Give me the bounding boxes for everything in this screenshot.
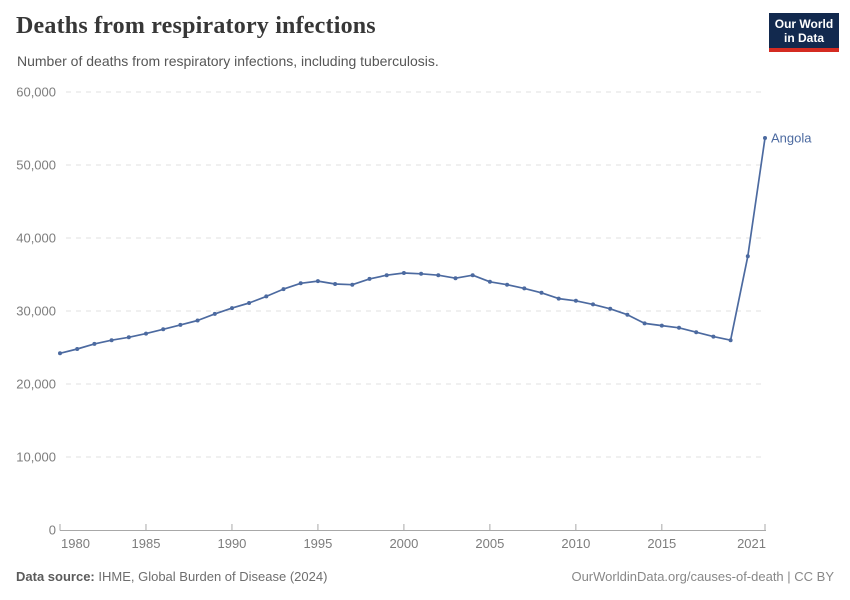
x-axis-tick-label: 1995: [303, 536, 332, 551]
data-point-marker[interactable]: [315, 279, 320, 284]
data-point-marker[interactable]: [591, 302, 595, 307]
data-point-marker[interactable]: [505, 282, 510, 287]
x-axis-tick-label: 2000: [389, 536, 418, 551]
data-point-marker[interactable]: [58, 351, 62, 356]
chart-line-angola[interactable]: [59, 137, 766, 355]
data-point-marker[interactable]: [144, 331, 148, 336]
data-point-marker[interactable]: [487, 279, 492, 284]
y-axis-tick-label: 10,000: [16, 450, 56, 465]
y-axis-tick-label: 30,000: [16, 304, 56, 319]
data-point-marker[interactable]: [470, 273, 475, 278]
data-point-marker[interactable]: [556, 296, 561, 301]
y-axis-tick-label: 40,000: [16, 231, 56, 246]
data-point-marker[interactable]: [75, 347, 80, 351]
data-point-marker[interactable]: [230, 306, 234, 311]
data-point-marker[interactable]: [745, 254, 750, 259]
data-point-marker[interactable]: [178, 322, 183, 327]
data-point-marker[interactable]: [126, 335, 131, 340]
data-point-marker[interactable]: [350, 282, 355, 287]
data-point-marker[interactable]: [642, 321, 647, 326]
data-point-marker[interactable]: [608, 306, 613, 311]
data-point-marker[interactable]: [247, 301, 252, 305]
data-point-marker[interactable]: [281, 287, 286, 292]
data-point-marker[interactable]: [522, 286, 527, 291]
chart-footer: Data source: IHME, Global Burden of Dise…: [16, 569, 834, 584]
owid-logo-line1: Our World: [774, 17, 834, 31]
data-point-marker[interactable]: [677, 325, 681, 330]
data-point-marker[interactable]: [625, 312, 630, 317]
y-axis-tick-label: 20,000: [16, 377, 56, 392]
x-axis-tick-label: 1985: [132, 536, 161, 551]
y-axis-tick-label: 60,000: [16, 85, 56, 100]
data-source-value: IHME, Global Burden of Disease (2024): [94, 569, 328, 584]
owid-logo-line2: in Data: [783, 31, 824, 45]
data-point-marker[interactable]: [195, 318, 200, 323]
line-chart[interactable]: 0 10,000 20,000 30,000 40,000 50,000 60,000 198…: [0, 80, 850, 570]
x-axis-tick-label: 1980: [61, 536, 90, 551]
chart-subtitle: Number of deaths from respiratory infect…: [17, 53, 439, 69]
data-source-label: Data source:: [16, 569, 95, 584]
data-point-marker[interactable]: [333, 282, 338, 286]
entity-label-angola[interactable]: Angola: [771, 131, 812, 146]
data-point-marker[interactable]: [298, 281, 303, 286]
data-point-marker[interactable]: [92, 341, 97, 346]
page-title: Deaths from respiratory infections: [16, 13, 376, 39]
data-point-marker[interactable]: [763, 136, 767, 140]
owid-logo[interactable]: Our World in Data: [769, 13, 839, 52]
data-point-marker[interactable]: [367, 276, 372, 281]
data-point-marker[interactable]: [161, 327, 166, 332]
data-point-marker[interactable]: [109, 338, 114, 343]
credit-link[interactable]: OurWorldinData.org/causes-of-death | CC …: [571, 569, 834, 584]
x-axis-tick-label: 2015: [647, 536, 676, 551]
data-point-marker[interactable]: [711, 334, 716, 339]
x-axis-tick-label: 2005: [475, 536, 504, 551]
data-point-marker[interactable]: [212, 311, 217, 316]
data-point-marker[interactable]: [453, 276, 458, 281]
data-point-marker[interactable]: [573, 298, 578, 303]
data-point-marker[interactable]: [384, 273, 389, 278]
x-axis-tick-label: 2010: [561, 536, 590, 551]
data-point-marker[interactable]: [419, 271, 424, 276]
x-axis-tick-label: 2021: [737, 536, 766, 551]
data-point-marker[interactable]: [401, 271, 406, 275]
y-axis-tick-label: 0: [49, 523, 56, 538]
data-point-marker[interactable]: [264, 294, 269, 299]
y-axis-tick-label: 50,000: [16, 158, 56, 173]
data-point-marker[interactable]: [694, 330, 699, 335]
x-axis-tick-label: 1990: [217, 536, 246, 551]
data-point-marker[interactable]: [728, 338, 733, 343]
data-point-marker[interactable]: [539, 290, 544, 295]
data-point-marker[interactable]: [659, 323, 664, 328]
data-source-note: Data source: IHME, Global Burden of Dise…: [16, 569, 327, 584]
data-point-marker[interactable]: [436, 273, 441, 278]
